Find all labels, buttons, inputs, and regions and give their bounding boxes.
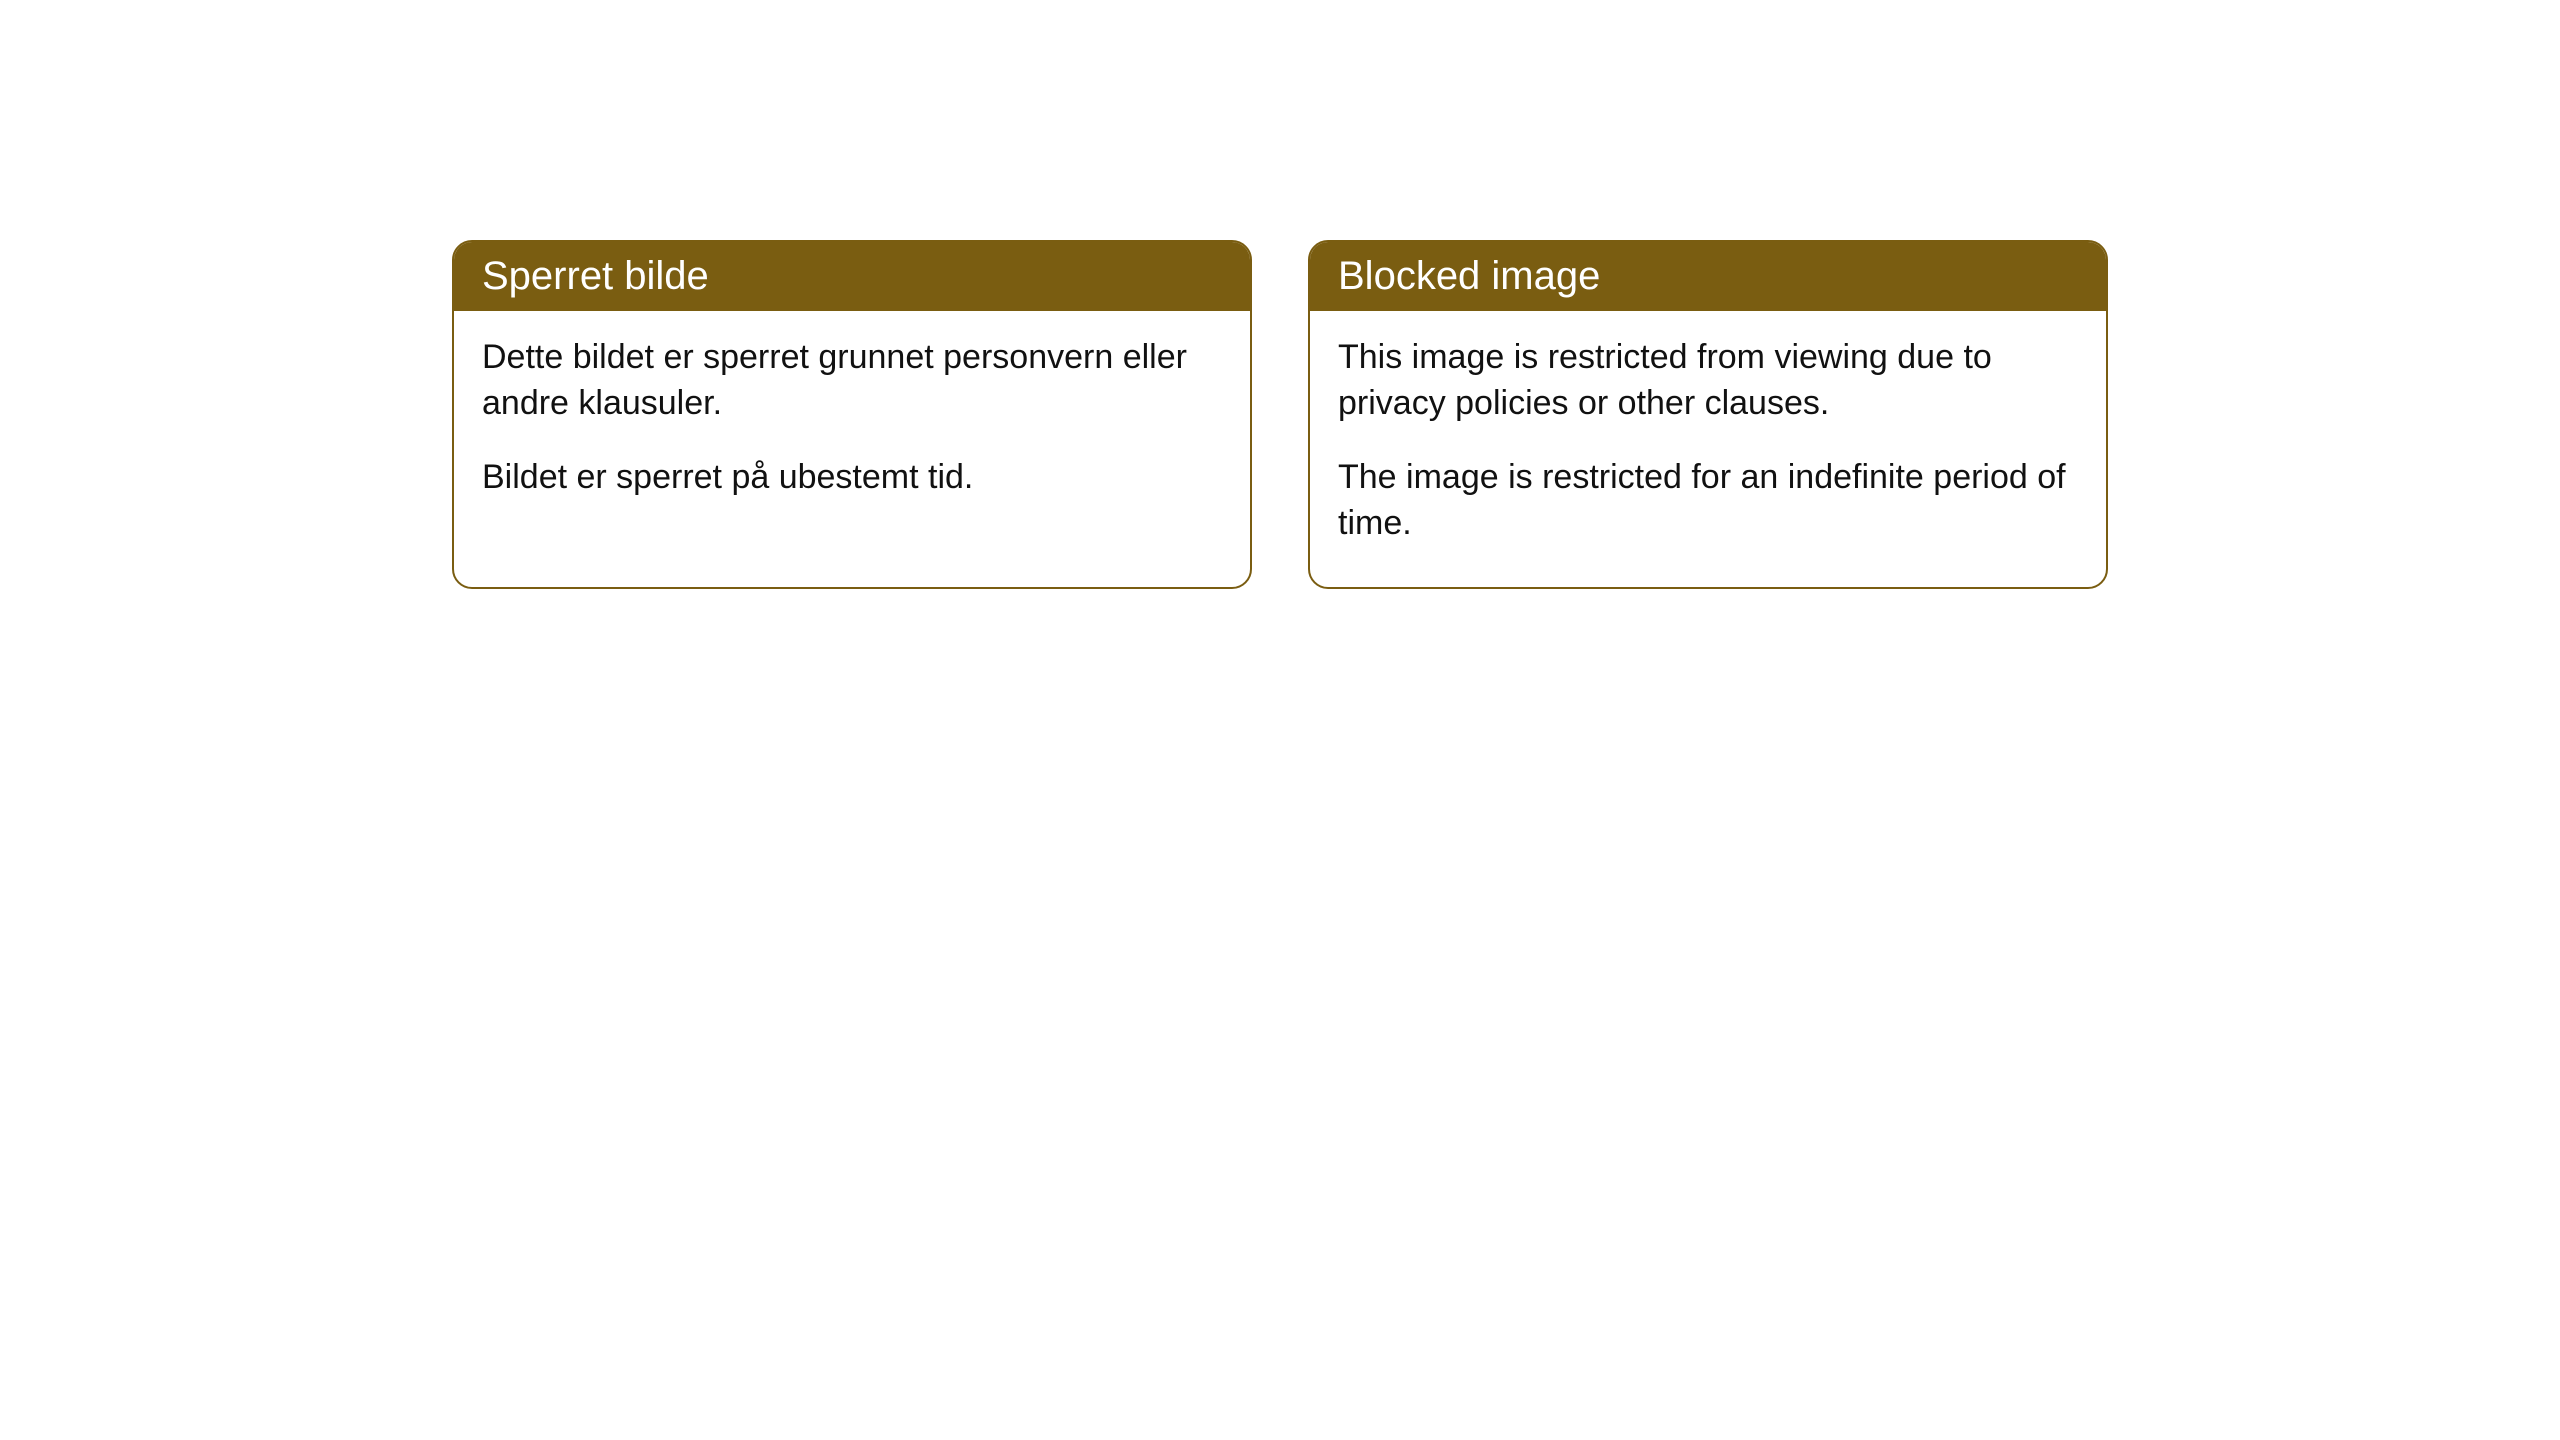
card-body: Dette bildet er sperret grunnet personve…	[454, 311, 1250, 541]
card-body: This image is restricted from viewing du…	[1310, 311, 2106, 587]
card-title: Blocked image	[1338, 254, 1600, 298]
card-header: Blocked image	[1310, 242, 2106, 311]
blocked-image-card-no: Sperret bilde Dette bildet er sperret gr…	[452, 240, 1252, 589]
card-title: Sperret bilde	[482, 254, 709, 298]
card-paragraph: This image is restricted from viewing du…	[1338, 335, 2078, 427]
card-paragraph: The image is restricted for an indefinit…	[1338, 455, 2078, 547]
card-header: Sperret bilde	[454, 242, 1250, 311]
card-paragraph: Dette bildet er sperret grunnet personve…	[482, 335, 1222, 427]
blocked-image-card-en: Blocked image This image is restricted f…	[1308, 240, 2108, 589]
card-paragraph: Bildet er sperret på ubestemt tid.	[482, 455, 1222, 501]
notice-cards-container: Sperret bilde Dette bildet er sperret gr…	[452, 240, 2108, 589]
